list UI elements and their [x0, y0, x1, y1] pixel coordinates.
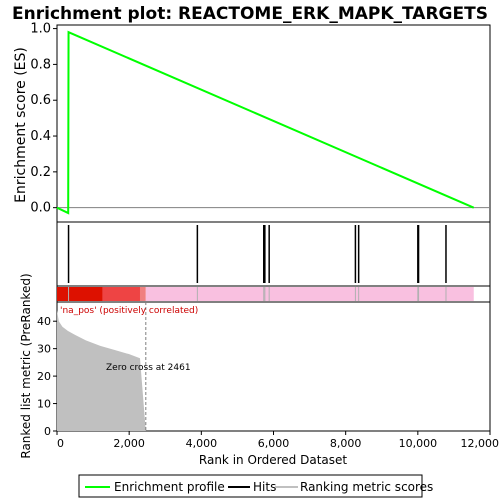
es-y-tick-label: 0.6 — [30, 93, 51, 108]
metric-y-ticks: 0 10 20 30 40 — [37, 315, 57, 438]
legend-metric-label: Ranking metric scores — [300, 480, 433, 494]
legend-enrichment-label: Enrichment profile — [114, 480, 225, 494]
colorbar-segment — [145, 287, 474, 301]
es-y-tick-label: 0.2 — [30, 165, 51, 180]
legend-hits-label: Hits — [253, 480, 276, 494]
colorbar-group — [57, 287, 474, 301]
es-y-tick-label: 0.8 — [30, 57, 51, 72]
metric-y-tick-label: 0 — [44, 425, 51, 438]
es-y-ticks: 0.0 0.2 0.4 0.6 0.8 1.0 — [30, 22, 57, 216]
x-tick-label: 6,000 — [258, 437, 290, 450]
positive-correlation-label: 'na_pos' (positively correlated) — [60, 306, 198, 316]
chart-title: Enrichment plot: REACTOME_ERK_MAPK_TARGE… — [12, 4, 488, 24]
colorbar-hits-group — [68, 287, 447, 301]
metric-y-tick-label: 30 — [37, 343, 51, 356]
x-tick-label: 12,000 — [461, 437, 500, 450]
metric-axis-label: Ranked list metric (PreRanked) — [19, 273, 33, 458]
metric-y-tick-label: 40 — [37, 315, 51, 328]
es-axis-label: Enrichment score (ES) — [13, 47, 29, 203]
metric-y-tick-label: 10 — [37, 398, 51, 411]
es-y-tick-label: 1.0 — [30, 22, 51, 37]
hits-panel — [56, 221, 491, 287]
enrichment-profile-line — [56, 30, 475, 215]
x-tick-label: 0 — [57, 437, 64, 450]
x-axis-label: Rank in Ordered Dataset — [199, 453, 347, 467]
colorbar-segment — [102, 287, 140, 301]
x-tick-label: 2,000 — [113, 437, 145, 450]
es-y-tick-label: 0.0 — [30, 201, 51, 216]
es-y-tick-label: 0.4 — [30, 129, 51, 144]
ranking-metric-area — [57, 310, 146, 431]
zero-cross-label: Zero cross at 2461 — [106, 363, 191, 373]
x-tick-label: 8,000 — [330, 437, 362, 450]
hits-group — [67, 225, 447, 283]
x-tick-label: 10,000 — [399, 437, 438, 450]
colorbar-segment — [139, 287, 146, 301]
x-axis-ticks: 0 2,000 4,000 6,000 8,000 10,000 12,000 — [56, 431, 500, 450]
legend — [78, 474, 423, 498]
x-tick-label: 4,000 — [186, 437, 218, 450]
metric-y-tick-label: 20 — [37, 370, 51, 383]
colorbar-segment — [57, 287, 103, 301]
